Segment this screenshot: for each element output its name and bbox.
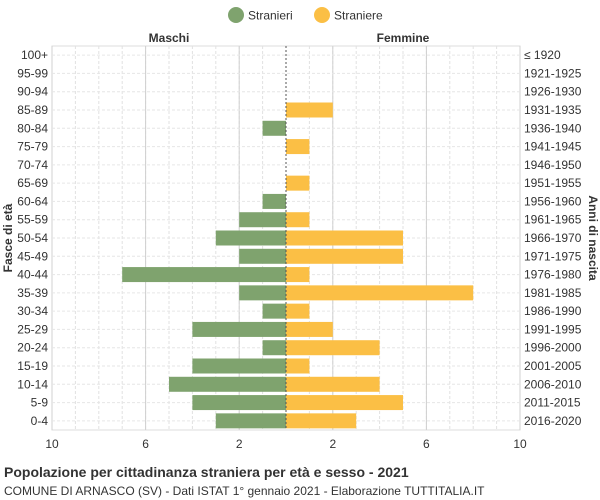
birth-year-label: 1981-1985 [524, 286, 582, 300]
birth-year-label: 2016-2020 [524, 414, 582, 428]
birth-year-label: 1966-1970 [524, 231, 582, 245]
bar-male-25-29 [192, 321, 286, 337]
bar-female-50-54 [286, 230, 403, 246]
x-tick-label: 6 [423, 437, 430, 451]
bar-female-25-29 [286, 321, 333, 337]
bar-female-30-34 [286, 303, 310, 319]
side-label-males: Maschi [149, 31, 190, 45]
age-group-label: 70-74 [17, 158, 48, 172]
age-group-label: 80-84 [17, 121, 48, 135]
bar-male-45-49 [239, 248, 286, 264]
birth-year-label: 1926-1930 [524, 85, 582, 99]
legend-swatch [314, 7, 330, 23]
age-group-label: 45-49 [17, 249, 48, 263]
age-group-label: 15-19 [17, 359, 48, 373]
bar-female-0-4 [286, 413, 357, 429]
age-group-label: 40-44 [17, 268, 48, 282]
age-group-label: 0-4 [31, 414, 49, 428]
x-tick-label: 10 [45, 437, 59, 451]
age-group-label: 25-29 [17, 322, 48, 336]
birth-year-label: 1971-1975 [524, 249, 582, 263]
bar-female-75-79 [286, 139, 310, 155]
bar-male-60-64 [262, 193, 286, 209]
birth-year-label: 1951-1955 [524, 176, 582, 190]
legend-item-straniere: Straniere [314, 7, 383, 23]
side-label-females: Femmine [377, 31, 430, 45]
age-group-label: 65-69 [17, 176, 48, 190]
bar-male-10-14 [169, 376, 286, 392]
bar-male-35-39 [239, 285, 286, 301]
birth-year-label: 1956-1960 [524, 194, 582, 208]
age-group-label: 30-34 [17, 304, 48, 318]
chart-footer-title: Popolazione per cittadinanza straniera p… [4, 464, 409, 480]
y-axis-title-left: Fasce di età [1, 203, 15, 272]
birth-year-label: 1976-1980 [524, 268, 582, 282]
x-tick-label: 2 [236, 437, 243, 451]
birth-year-label: 1961-1965 [524, 213, 582, 227]
age-group-label: 35-39 [17, 286, 48, 300]
birth-year-label: 1996-2000 [524, 341, 582, 355]
bar-female-55-59 [286, 212, 310, 228]
birth-year-label: 2011-2015 [524, 396, 581, 410]
birth-year-label: 1936-1940 [524, 121, 582, 135]
birth-year-label: 1921-1925 [524, 66, 582, 80]
legend-label: Straniere [334, 9, 383, 23]
axes: 100+ ≤ 1920 95-99 1921-1925 90-94 1926-1930 85… [1, 31, 600, 451]
bar-female-20-24 [286, 340, 380, 356]
age-group-label: 90-94 [17, 85, 48, 99]
age-group-label: 10-14 [17, 377, 48, 391]
age-group-label: 75-79 [17, 140, 48, 154]
x-tick-label: 6 [142, 437, 149, 451]
legend: Stranieri Straniere [228, 7, 383, 23]
birth-year-label: 1986-1990 [524, 304, 582, 318]
age-group-label: 20-24 [17, 341, 48, 355]
birth-year-label: 1991-1995 [524, 322, 582, 336]
bar-male-0-4 [215, 413, 286, 429]
bar-female-40-44 [286, 267, 310, 283]
bar-female-85-89 [286, 102, 333, 118]
bar-female-10-14 [286, 376, 380, 392]
bar-female-65-69 [286, 175, 310, 191]
bar-female-5-9 [286, 395, 403, 411]
age-group-label: 100+ [21, 48, 48, 62]
age-group-label: 50-54 [17, 231, 48, 245]
x-tick-label: 10 [513, 437, 527, 451]
legend-label: Stranieri [248, 9, 293, 23]
age-group-label: 95-99 [17, 66, 48, 80]
legend-item-stranieri: Stranieri [228, 7, 293, 23]
y-axis-title-right: Anni di nascita [586, 195, 600, 281]
birth-year-label: 1931-1935 [524, 103, 582, 117]
birth-year-label: 2001-2005 [524, 359, 582, 373]
bar-male-50-54 [215, 230, 286, 246]
bar-female-15-19 [286, 358, 310, 374]
chart-footer-subtitle: COMUNE DI ARNASCO (SV) - Dati ISTAT 1° g… [4, 484, 485, 498]
bar-female-35-39 [286, 285, 474, 301]
birth-year-label: ≤ 1920 [524, 48, 561, 62]
bars [122, 102, 474, 429]
birth-year-label: 1941-1945 [524, 140, 582, 154]
legend-swatch [228, 7, 244, 23]
age-group-label: 55-59 [17, 213, 48, 227]
age-group-label: 60-64 [17, 194, 48, 208]
age-group-label: 5-9 [31, 396, 49, 410]
x-tick-label: 2 [329, 437, 336, 451]
bar-male-15-19 [192, 358, 286, 374]
bar-male-30-34 [262, 303, 286, 319]
bar-male-20-24 [262, 340, 286, 356]
birth-year-label: 1946-1950 [524, 158, 582, 172]
bar-female-45-49 [286, 248, 403, 264]
bar-male-80-84 [262, 120, 286, 136]
birth-year-label: 2006-2010 [524, 377, 582, 391]
bar-male-40-44 [122, 267, 286, 283]
bar-male-5-9 [192, 395, 286, 411]
age-group-label: 85-89 [17, 103, 48, 117]
bar-male-55-59 [239, 212, 286, 228]
